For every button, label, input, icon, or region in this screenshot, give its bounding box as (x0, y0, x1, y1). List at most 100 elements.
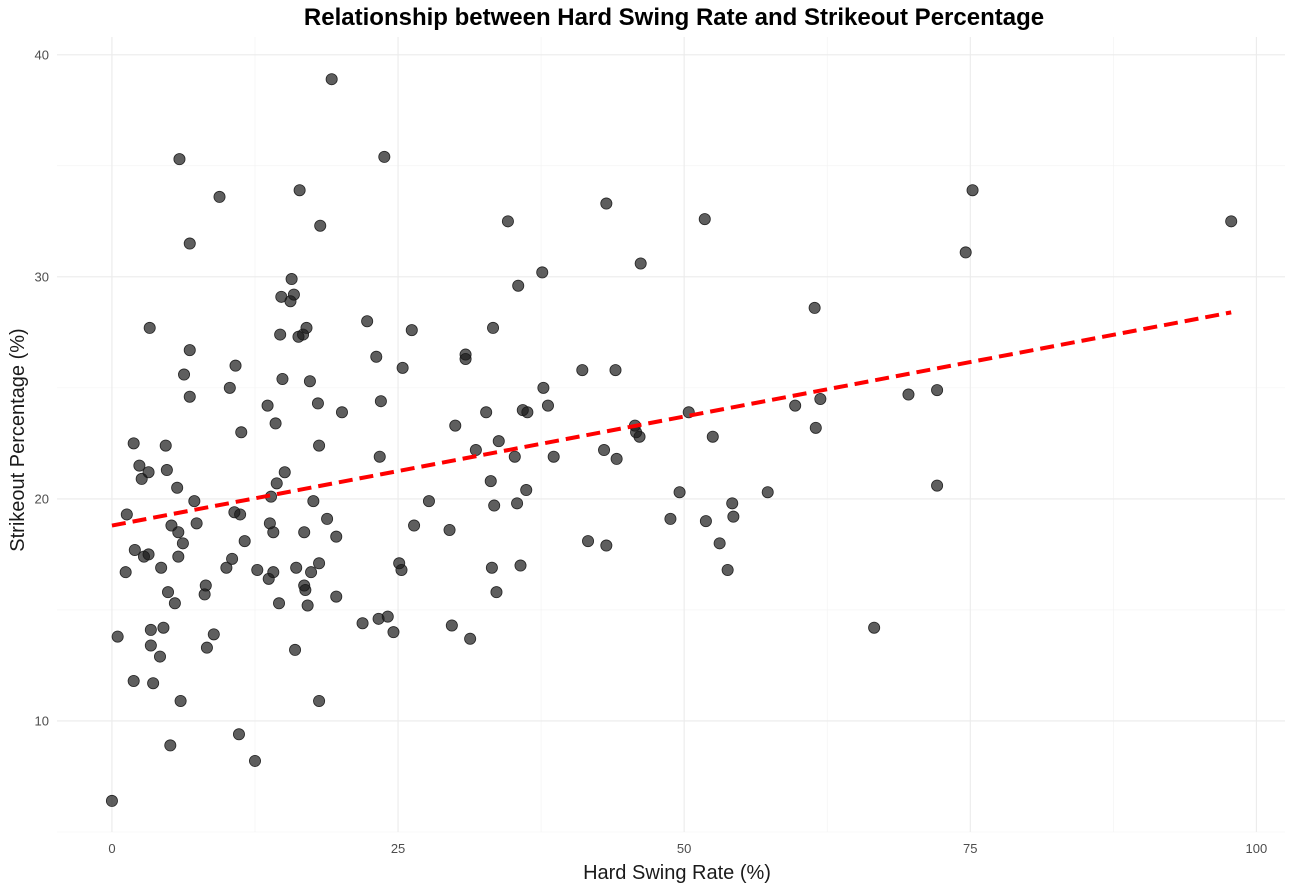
data-point (267, 526, 280, 539)
data-point (199, 579, 212, 592)
data-point (396, 361, 409, 374)
x-tick-label: 0 (108, 841, 115, 856)
trend-line (111, 310, 1232, 528)
data-point (469, 444, 482, 457)
data-point (582, 535, 595, 548)
data-point (408, 519, 421, 532)
x-axis-title: Hard Swing Rate (%) (583, 862, 771, 884)
data-point (512, 279, 525, 292)
data-point (598, 444, 611, 457)
data-point (270, 477, 283, 490)
data-point (374, 395, 387, 408)
data-point (127, 674, 140, 687)
data-point (576, 364, 589, 377)
x-tick-label: 100 (1246, 841, 1268, 856)
data-point (330, 530, 343, 543)
data-point (488, 499, 501, 512)
data-point (293, 184, 306, 197)
data-point (514, 559, 527, 572)
data-point (159, 439, 172, 452)
data-point (229, 359, 242, 372)
data-point (154, 650, 167, 663)
data-point (600, 197, 613, 210)
data-point (370, 350, 383, 363)
data-point (449, 419, 462, 432)
data-point (330, 590, 343, 603)
y-tick-label: 30 (35, 269, 49, 284)
data-point (190, 517, 203, 530)
data-point (809, 421, 822, 434)
data-point (931, 479, 944, 492)
data-point (300, 321, 313, 334)
data-point (868, 621, 881, 634)
y-tick-label: 20 (35, 491, 49, 506)
data-point (160, 464, 173, 477)
data-point (172, 526, 185, 539)
data-point (511, 497, 524, 510)
data-point (761, 486, 774, 499)
data-point (485, 561, 498, 574)
data-point (207, 628, 220, 641)
x-tick-label: 25 (391, 841, 405, 856)
tick-labels: 0 25 50 75 100 10 20 30 40 (35, 47, 1268, 856)
data-point (305, 566, 318, 579)
data-point (213, 190, 226, 203)
data-point (200, 641, 213, 654)
data-point (600, 539, 613, 552)
data-point (301, 599, 314, 612)
data-point (814, 392, 827, 405)
data-point (902, 388, 915, 401)
x-tick-label: 75 (963, 841, 977, 856)
data-point (381, 610, 394, 623)
data-point (356, 617, 369, 630)
data-point (966, 184, 979, 197)
data-point (287, 288, 300, 301)
data-point (273, 597, 286, 610)
data-point (541, 399, 554, 412)
data-point (143, 321, 156, 334)
data-point (547, 450, 560, 463)
data-point (220, 561, 233, 574)
y-tick-label: 10 (35, 713, 49, 728)
data-point (234, 508, 247, 521)
x-tick-label: 50 (677, 841, 691, 856)
data-point (484, 475, 497, 488)
data-point (664, 512, 677, 525)
data-point (520, 484, 533, 497)
data-point (178, 368, 191, 381)
data-point (168, 597, 181, 610)
data-point (171, 481, 184, 494)
chart-title: Relationship between Hard Swing Rate and… (304, 4, 1044, 31)
data-point (706, 430, 719, 443)
data-point (251, 563, 264, 576)
data-point (248, 754, 261, 767)
data-point (464, 632, 477, 645)
data-point (307, 495, 320, 508)
data-point (387, 626, 400, 639)
data-point (325, 73, 338, 86)
data-point (133, 459, 146, 472)
data-point (492, 435, 505, 448)
data-point (119, 566, 132, 579)
data-point (487, 321, 500, 334)
data-point (405, 324, 418, 337)
data-point (727, 510, 740, 523)
data-point (443, 523, 456, 536)
data-point (238, 535, 251, 548)
data-point (335, 406, 348, 419)
data-point (311, 397, 324, 410)
data-point (127, 437, 140, 450)
trend-line-group (111, 310, 1232, 528)
data-point (314, 219, 327, 232)
data-point (610, 452, 623, 465)
data-point (188, 495, 201, 508)
data-point (183, 390, 196, 403)
data-point (173, 153, 186, 166)
data-point (713, 537, 726, 550)
data-point (721, 563, 734, 576)
data-point (285, 273, 298, 286)
data-point (480, 406, 493, 419)
data-point (235, 426, 248, 439)
data-point (299, 583, 312, 596)
data-point (105, 794, 118, 807)
